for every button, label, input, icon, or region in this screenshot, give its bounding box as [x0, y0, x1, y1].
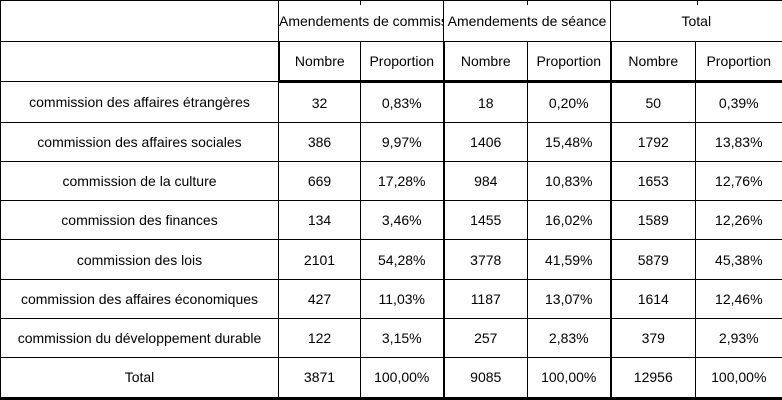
top-gridline-tick	[360, 0, 361, 5]
cell-total-nombre: 1589	[609, 200, 697, 241]
subheader-commission-proportion: Proportion	[360, 41, 444, 83]
table-row: commission des affaires sociales 386 9,9…	[0, 122, 782, 163]
table-row: commission des affaires étrangères 32 0,…	[0, 80, 782, 124]
cell-seance-nombre: 3778	[442, 239, 528, 280]
cell-total-proportion: 12,26%	[695, 200, 782, 241]
row-label: commission des lois	[0, 239, 279, 280]
cell-commission-proportion: 0,83%	[360, 80, 444, 124]
cell-seance-nombre: 1455	[442, 200, 528, 241]
cell-seance-proportion: 10,83%	[526, 161, 612, 202]
row-label: commission des affaires économiques	[0, 278, 279, 319]
row-label: commission des affaires étrangères	[0, 80, 279, 124]
cell-total-proportion: 45,38%	[695, 239, 782, 280]
cell-commission-nombre: 122	[278, 317, 361, 358]
cell-seance-nombre: 984	[442, 161, 528, 202]
row-label: commission de la culture	[0, 161, 279, 202]
cell-total-nombre: 1653	[609, 161, 697, 202]
cell-commission-nombre: 134	[278, 200, 361, 241]
cell-commission-nombre: 2101	[278, 239, 361, 280]
cell-commission-nombre: 32	[278, 80, 361, 124]
header-subcolumns-row: Nombre Proportion Nombre Proportion Nomb…	[0, 41, 782, 83]
table-row: commission des lois 2101 54,28% 3778 41,…	[0, 239, 782, 280]
row-label: Total	[0, 356, 279, 400]
cell-total-nombre: 379	[609, 317, 697, 358]
corner-cell-2	[0, 41, 279, 82]
subheader-seance-nombre: Nombre	[442, 41, 528, 83]
top-gridline-tick	[527, 0, 528, 5]
cell-seance-proportion: 16,02%	[526, 200, 612, 241]
cell-seance-nombre: 1187	[442, 278, 528, 319]
corner-cell	[0, 0, 279, 42]
cell-seance-proportion: 2,83%	[526, 317, 612, 358]
table-row: commission du développement durable 122 …	[0, 317, 782, 358]
subheader-commission-nombre: Nombre	[277, 41, 361, 83]
cell-commission-nombre: 427	[278, 278, 361, 319]
row-label: commission des affaires sociales	[0, 122, 279, 163]
cell-total-proportion: 12,76%	[695, 161, 782, 202]
table-total-row: Total 3871 100,00% 9085 100,00% 12956 10…	[0, 356, 782, 400]
cell-total-nombre: 12956	[609, 356, 697, 400]
table-row: commission des finances 134 3,46% 1455 1…	[0, 200, 782, 241]
cell-commission-proportion: 9,97%	[360, 122, 444, 163]
cell-commission-nombre: 386	[278, 122, 361, 163]
cell-seance-proportion: 0,20%	[526, 80, 612, 124]
row-label: commission des finances	[0, 200, 279, 241]
cell-total-proportion: 12,46%	[695, 278, 782, 319]
table-row: commission des affaires économiques 427 …	[0, 278, 782, 319]
cell-commission-proportion: 100,00%	[360, 356, 444, 400]
cell-total-nombre: 1792	[609, 122, 697, 163]
top-gridline-tick	[697, 0, 698, 5]
subheader-seance-proportion: Proportion	[526, 41, 612, 83]
cell-total-proportion: 100,00%	[695, 356, 782, 400]
cell-commission-proportion: 17,28%	[360, 161, 444, 202]
cell-total-nombre: 1614	[609, 278, 697, 319]
cell-seance-proportion: 100,00%	[526, 356, 612, 400]
header-groups-row: Amendements de commission Amendements de…	[0, 0, 782, 42]
table-row: commission de la culture 669 17,28% 984 …	[0, 161, 782, 202]
cell-commission-nombre: 3871	[278, 356, 361, 400]
cell-seance-nombre: 1406	[442, 122, 528, 163]
cell-commission-proportion: 54,28%	[360, 239, 444, 280]
cell-total-proportion: 0,39%	[695, 80, 782, 124]
cell-total-proportion: 2,93%	[695, 317, 782, 358]
cell-seance-nombre: 257	[442, 317, 528, 358]
cell-seance-nombre: 9085	[442, 356, 528, 400]
cell-seance-proportion: 15,48%	[526, 122, 612, 163]
cell-total-nombre: 50	[609, 80, 697, 124]
row-label: commission du développement durable	[0, 317, 279, 358]
group-header-seance: Amendements de séance	[442, 0, 612, 42]
cell-commission-proportion: 3,46%	[360, 200, 444, 241]
cell-seance-nombre: 18	[442, 80, 528, 124]
group-header-total: Total	[610, 0, 782, 42]
cell-commission-proportion: 11,03%	[360, 278, 444, 319]
cell-total-proportion: 13,83%	[695, 122, 782, 163]
cell-seance-proportion: 41,59%	[526, 239, 612, 280]
cell-seance-proportion: 13,07%	[526, 278, 612, 319]
cell-commission-proportion: 3,15%	[360, 317, 444, 358]
cell-total-nombre: 5879	[609, 239, 697, 280]
subheader-total-proportion: Proportion	[695, 41, 782, 83]
subheader-total-nombre: Nombre	[609, 41, 697, 83]
group-header-commission: Amendements de commission	[278, 0, 444, 42]
cell-commission-nombre: 669	[278, 161, 361, 202]
